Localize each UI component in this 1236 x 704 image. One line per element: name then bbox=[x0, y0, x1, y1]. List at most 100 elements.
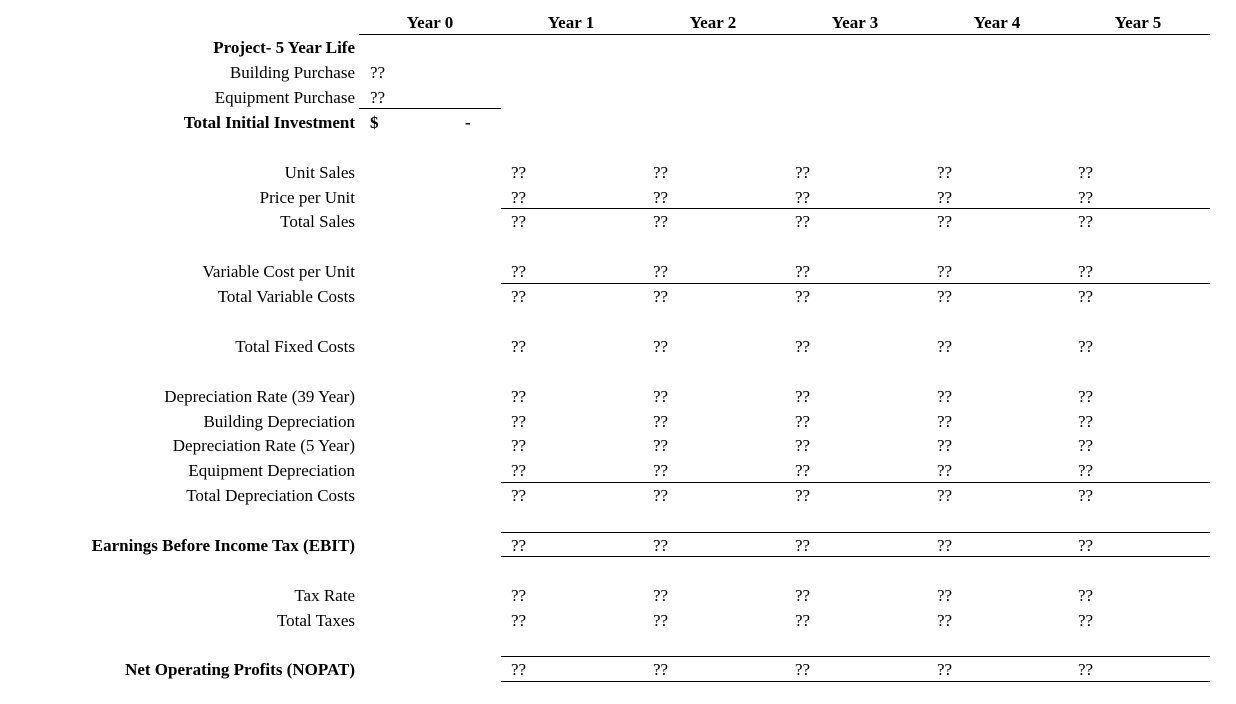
total-variable-costs-year-1-cell: ?? bbox=[511, 287, 527, 306]
year-2-header: Year 2 bbox=[689, 13, 737, 32]
total-depreciation-costs-year-5-cell: ?? bbox=[1078, 486, 1094, 505]
net-operating-profits-nopat-year-1-cell: ?? bbox=[511, 660, 527, 679]
building-purchase-label: Building Purchase bbox=[229, 63, 355, 82]
building-purchase-value: ?? bbox=[370, 63, 386, 82]
table-rule-4 bbox=[501, 532, 1210, 533]
equipment-depreciation-year-4-cell: ?? bbox=[937, 461, 953, 480]
total-variable-costs-year-2-cell: ?? bbox=[653, 287, 669, 306]
building-depreciation-year-3-cell: ?? bbox=[795, 412, 811, 431]
building-depreciation-label: Building Depreciation bbox=[203, 412, 355, 431]
depreciation-rate-39-year-year-5-cell: ?? bbox=[1078, 387, 1094, 406]
header-underline bbox=[359, 34, 1210, 35]
tax-rate-year-1-cell: ?? bbox=[511, 586, 527, 605]
total-sales-label: Total Sales bbox=[280, 212, 355, 231]
depreciation-rate-39-year-year-3-cell: ?? bbox=[795, 387, 811, 406]
depreciation-rate-5-year-year-1-cell: ?? bbox=[511, 436, 527, 455]
unit-sales-year-2-cell: ?? bbox=[653, 163, 669, 182]
price-per-unit-year-5-cell: ?? bbox=[1078, 188, 1094, 207]
earnings-before-income-tax-ebit-label: Earnings Before Income Tax (EBIT) bbox=[91, 536, 355, 555]
depreciation-rate-39-year-year-2-cell: ?? bbox=[653, 387, 669, 406]
total-sales-year-5-cell: ?? bbox=[1078, 212, 1094, 231]
year-4-header: Year 4 bbox=[973, 13, 1021, 32]
equipment-depreciation-label: Equipment Depreciation bbox=[188, 461, 355, 480]
tax-rate-label: Tax Rate bbox=[294, 586, 355, 605]
total-depreciation-costs-year-3-cell: ?? bbox=[795, 486, 811, 505]
unit-sales-year-3-cell: ?? bbox=[795, 163, 811, 182]
table-rule-2 bbox=[501, 283, 1210, 284]
building-depreciation-year-4-cell: ?? bbox=[937, 412, 953, 431]
year-1-header: Year 1 bbox=[547, 13, 595, 32]
tax-rate-year-3-cell: ?? bbox=[795, 586, 811, 605]
depreciation-rate-5-year-year-4-cell: ?? bbox=[937, 436, 953, 455]
net-operating-profits-nopat-year-3-cell: ?? bbox=[795, 660, 811, 679]
total-variable-costs-year-4-cell: ?? bbox=[937, 287, 953, 306]
section-title: Project- 5 Year Life bbox=[213, 38, 355, 57]
total-taxes-year-2-cell: ?? bbox=[653, 611, 669, 630]
net-operating-profits-nopat-year-2-cell: ?? bbox=[653, 660, 669, 679]
earnings-before-income-tax-ebit-year-3-cell: ?? bbox=[795, 536, 811, 555]
total-taxes-year-1-cell: ?? bbox=[511, 611, 527, 630]
price-per-unit-year-2-cell: ?? bbox=[653, 188, 669, 207]
equipment-depreciation-year-3-cell: ?? bbox=[795, 461, 811, 480]
total-variable-costs-label: Total Variable Costs bbox=[217, 287, 355, 306]
building-depreciation-year-5-cell: ?? bbox=[1078, 412, 1094, 431]
table-rule-1 bbox=[501, 208, 1210, 209]
variable-cost-per-unit-year-1-cell: ?? bbox=[511, 262, 527, 281]
variable-cost-per-unit-year-5-cell: ?? bbox=[1078, 262, 1094, 281]
year-5-header: Year 5 bbox=[1114, 13, 1162, 32]
table-rule-7 bbox=[501, 681, 1210, 682]
tax-rate-year-4-cell: ?? bbox=[937, 586, 953, 605]
variable-cost-per-unit-year-4-cell: ?? bbox=[937, 262, 953, 281]
earnings-before-income-tax-ebit-year-2-cell: ?? bbox=[653, 536, 669, 555]
year-3-header: Year 3 bbox=[831, 13, 879, 32]
year-0-header: Year 0 bbox=[406, 13, 454, 32]
total-fixed-costs-year-3-cell: ?? bbox=[795, 337, 811, 356]
tax-rate-year-5-cell: ?? bbox=[1078, 586, 1094, 605]
equipment-depreciation-year-1-cell: ?? bbox=[511, 461, 527, 480]
unit-sales-year-5-cell: ?? bbox=[1078, 163, 1094, 182]
total-initial-value: - bbox=[465, 113, 471, 132]
net-operating-profits-nopat-year-5-cell: ?? bbox=[1078, 660, 1094, 679]
total-depreciation-costs-year-2-cell: ?? bbox=[653, 486, 669, 505]
total-sales-year-3-cell: ?? bbox=[795, 212, 811, 231]
total-fixed-costs-year-1-cell: ?? bbox=[511, 337, 527, 356]
price-per-unit-label: Price per Unit bbox=[259, 188, 355, 207]
total-taxes-year-3-cell: ?? bbox=[795, 611, 811, 630]
variable-cost-per-unit-year-3-cell: ?? bbox=[795, 262, 811, 281]
total-fixed-costs-year-2-cell: ?? bbox=[653, 337, 669, 356]
table-rule-6 bbox=[501, 656, 1210, 657]
table-rule-5 bbox=[501, 556, 1210, 557]
total-fixed-costs-year-5-cell: ?? bbox=[1078, 337, 1094, 356]
depreciation-rate-39-year-year-1-cell: ?? bbox=[511, 387, 527, 406]
total-depreciation-costs-year-4-cell: ?? bbox=[937, 486, 953, 505]
price-per-unit-year-3-cell: ?? bbox=[795, 188, 811, 207]
earnings-before-income-tax-ebit-year-5-cell: ?? bbox=[1078, 536, 1094, 555]
price-per-unit-year-4-cell: ?? bbox=[937, 188, 953, 207]
total-depreciation-costs-label: Total Depreciation Costs bbox=[186, 486, 355, 505]
total-fixed-costs-year-4-cell: ?? bbox=[937, 337, 953, 356]
total-variable-costs-year-5-cell: ?? bbox=[1078, 287, 1094, 306]
total-variable-costs-year-3-cell: ?? bbox=[795, 287, 811, 306]
depreciation-rate-5-year-label: Depreciation Rate (5 Year) bbox=[172, 436, 355, 455]
equipment-purchase-value: ?? bbox=[370, 88, 386, 107]
table-rule-3 bbox=[501, 482, 1210, 483]
total-initial-investment-label: Total Initial Investment bbox=[183, 113, 355, 132]
initial-subtotal-line bbox=[359, 108, 501, 109]
unit-sales-year-4-cell: ?? bbox=[937, 163, 953, 182]
tax-rate-year-2-cell: ?? bbox=[653, 586, 669, 605]
total-depreciation-costs-year-1-cell: ?? bbox=[511, 486, 527, 505]
unit-sales-year-1-cell: ?? bbox=[511, 163, 527, 182]
building-depreciation-year-2-cell: ?? bbox=[653, 412, 669, 431]
total-taxes-year-5-cell: ?? bbox=[1078, 611, 1094, 630]
total-fixed-costs-label: Total Fixed Costs bbox=[235, 337, 355, 356]
unit-sales-label: Unit Sales bbox=[284, 163, 355, 182]
total-sales-year-1-cell: ?? bbox=[511, 212, 527, 231]
net-operating-profits-nopat-label: Net Operating Profits (NOPAT) bbox=[125, 660, 355, 679]
depreciation-rate-5-year-year-2-cell: ?? bbox=[653, 436, 669, 455]
total-sales-year-4-cell: ?? bbox=[937, 212, 953, 231]
total-taxes-label: Total Taxes bbox=[276, 611, 355, 630]
building-depreciation-year-1-cell: ?? bbox=[511, 412, 527, 431]
equipment-depreciation-year-5-cell: ?? bbox=[1078, 461, 1094, 480]
variable-cost-per-unit-label: Variable Cost per Unit bbox=[202, 262, 356, 281]
earnings-before-income-tax-ebit-year-4-cell: ?? bbox=[937, 536, 953, 555]
